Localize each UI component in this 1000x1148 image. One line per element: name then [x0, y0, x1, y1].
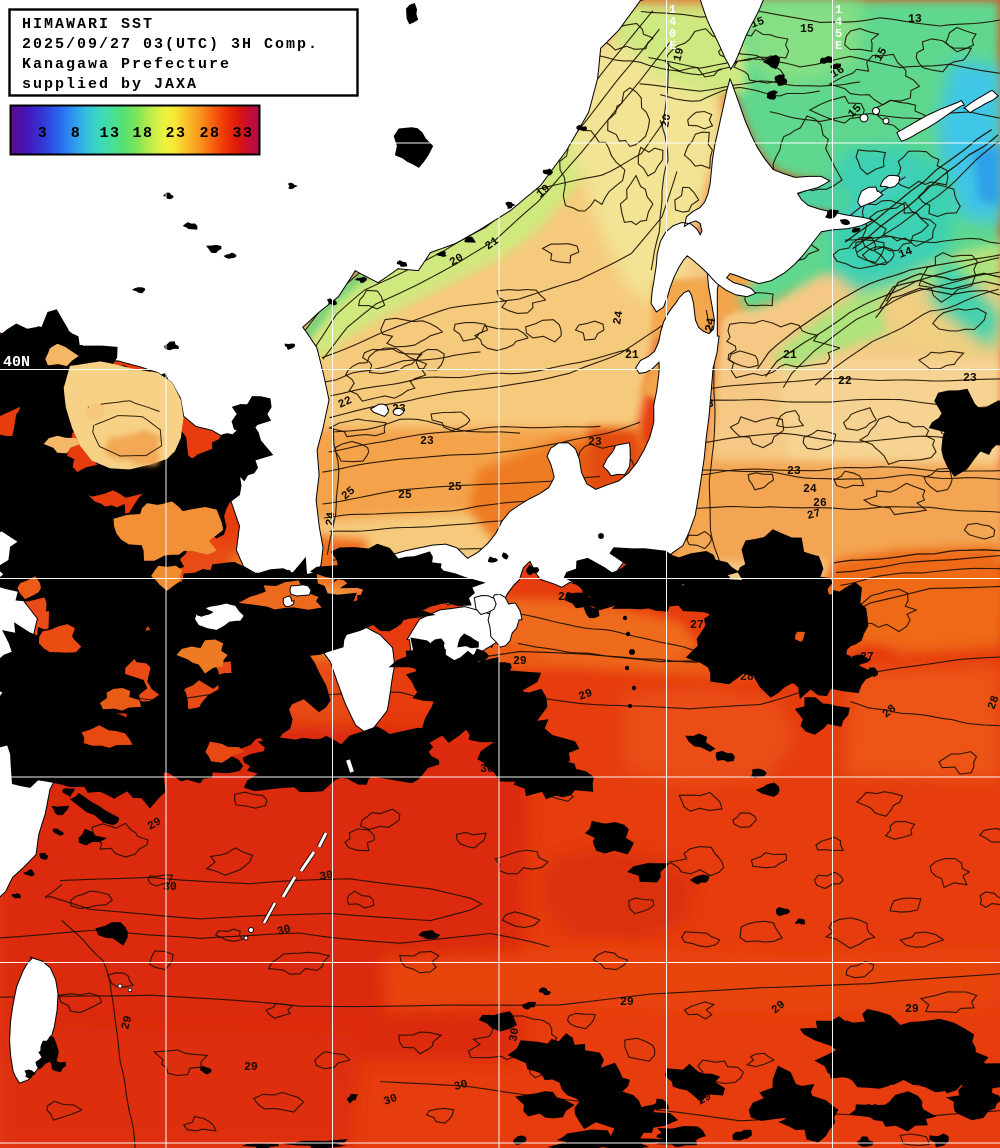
svg-text:30: 30 [453, 1078, 470, 1094]
svg-text:29: 29 [577, 687, 595, 704]
svg-text:33: 33 [232, 125, 253, 142]
svg-text:8: 8 [71, 125, 82, 142]
svg-text:28: 28 [986, 694, 1000, 712]
svg-text:20: 20 [448, 251, 467, 269]
svg-text:28: 28 [199, 125, 220, 142]
svg-text:E: E [835, 39, 842, 53]
svg-text:1: 1 [669, 3, 676, 17]
svg-text:25: 25 [448, 481, 462, 494]
svg-text:15: 15 [872, 45, 890, 64]
svg-text:30: 30 [163, 881, 177, 894]
svg-text:1: 1 [835, 3, 842, 17]
svg-text:30: 30 [276, 923, 293, 939]
svg-text:30: 30 [507, 1027, 522, 1043]
svg-text:29: 29 [146, 815, 165, 833]
svg-text:24: 24 [803, 483, 817, 496]
svg-text:30: 30 [382, 1092, 400, 1109]
svg-text:23: 23 [963, 372, 977, 385]
svg-text:23: 23 [787, 465, 801, 478]
svg-text:HIMAWARI SST: HIMAWARI SST [22, 16, 154, 33]
svg-text:29: 29 [620, 996, 634, 1009]
svg-text:18: 18 [132, 125, 153, 142]
svg-text:30: 30 [318, 869, 334, 884]
svg-text:25: 25 [398, 489, 412, 502]
svg-text:22: 22 [336, 394, 354, 412]
svg-text:19: 19 [671, 46, 687, 63]
svg-text:29: 29 [905, 1003, 919, 1016]
svg-text:13: 13 [908, 13, 922, 26]
svg-text:21: 21 [625, 349, 639, 362]
svg-text:22: 22 [838, 375, 852, 388]
svg-text:24: 24 [611, 310, 626, 326]
svg-text:supplied by JAXA: supplied by JAXA [22, 76, 198, 93]
svg-text:21: 21 [783, 349, 797, 362]
svg-text:15: 15 [800, 23, 814, 36]
svg-text:4: 4 [669, 15, 676, 29]
svg-text:2025/09/27 03(UTC) 3H Comp.: 2025/09/27 03(UTC) 3H Comp. [22, 36, 319, 53]
svg-text:27: 27 [806, 507, 823, 523]
svg-text:23: 23 [165, 125, 186, 142]
svg-text:0: 0 [669, 27, 676, 41]
svg-text:40N: 40N [3, 354, 30, 371]
svg-text:29: 29 [513, 655, 527, 668]
svg-text:24: 24 [324, 511, 338, 526]
svg-text:26: 26 [813, 497, 827, 510]
svg-text:Kanagawa Prefecture: Kanagawa Prefecture [22, 56, 231, 73]
svg-text:29: 29 [244, 1061, 258, 1074]
svg-text:29: 29 [119, 1014, 135, 1031]
svg-text:13: 13 [99, 125, 120, 142]
svg-text:E: E [669, 39, 676, 53]
svg-text:3: 3 [38, 125, 49, 142]
svg-text:27: 27 [690, 619, 704, 632]
svg-text:23: 23 [588, 436, 602, 449]
svg-text:4: 4 [835, 15, 842, 29]
svg-text:5: 5 [835, 27, 842, 41]
svg-text:23: 23 [420, 435, 434, 448]
svg-text:14: 14 [897, 245, 915, 262]
